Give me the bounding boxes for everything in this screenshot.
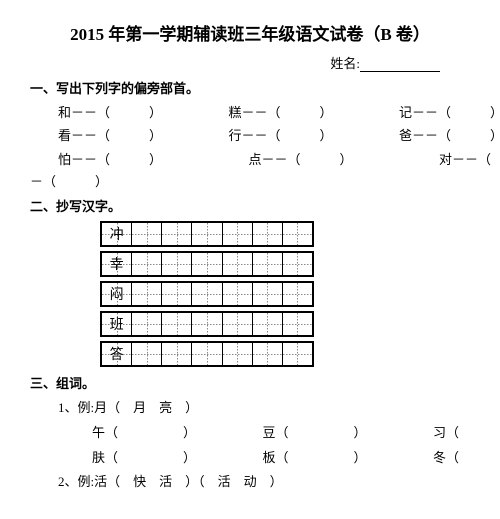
grid-cell[interactable] — [283, 313, 312, 335]
q1-row: 怕－－（ ） 点－－（ ） 对－－（ ） 板－－ — [58, 148, 470, 171]
grid-cell[interactable] — [253, 223, 283, 245]
grid-cell[interactable] — [132, 343, 162, 365]
grid-cell[interactable] — [162, 283, 192, 305]
grid-cell[interactable] — [192, 343, 222, 365]
q3-row: 午（ ） 豆（ ） 习（ ） — [58, 421, 470, 446]
q3-item[interactable]: 午（ ） — [92, 421, 196, 446]
grid-cell[interactable]: 冲 — [102, 223, 132, 245]
grid-cell[interactable] — [223, 283, 253, 305]
grid-cell[interactable] — [283, 283, 312, 305]
grid-row[interactable]: 冲 — [100, 221, 314, 247]
q3-body: 1、例:月（ 月 亮 ） 午（ ） 豆（ ） 习（ ） 肤（ ） 板（ ） 冬（… — [30, 396, 470, 495]
q3-item[interactable]: 豆（ ） — [263, 421, 367, 446]
grid-cell[interactable] — [253, 343, 283, 365]
q3-item[interactable]: 习（ ） — [433, 421, 500, 446]
grid-cell[interactable] — [132, 283, 162, 305]
grid-cell[interactable] — [132, 313, 162, 335]
q3-row: 肤（ ） 板（ ） 冬（ ） — [58, 446, 470, 471]
name-line: 姓名: — [30, 53, 470, 72]
q1-item[interactable]: 糕－－（ ） — [229, 101, 333, 124]
q1-head: 一、写出下列字的偏旁部首。 — [30, 78, 470, 97]
q1-row: 看－－（ ） 行－－（ ） 爸－－（ ） 那－－（ ） — [58, 124, 470, 147]
grid-row[interactable]: 答 — [100, 341, 314, 367]
grid-cell[interactable] — [253, 313, 283, 335]
q1-item[interactable]: 记－－（ ） — [399, 101, 500, 124]
grid-cell[interactable] — [223, 313, 253, 335]
q1-row: 和－－（ ） 糕－－（ ） 记－－（ ） 路－－（ ） — [58, 101, 470, 124]
grid-char: 班 — [102, 313, 131, 335]
grid-cell[interactable]: 闷 — [102, 283, 132, 305]
grid-cell[interactable] — [223, 223, 253, 245]
q2-head: 二、抄写汉字。 — [30, 196, 470, 215]
q1-item[interactable]: 爸－－（ ） — [399, 124, 500, 147]
grid-cell[interactable] — [253, 283, 283, 305]
name-label: 姓名: — [330, 56, 360, 71]
q1-tail[interactable]: －（ ） — [30, 171, 470, 190]
grid-cell[interactable] — [192, 223, 222, 245]
grid-char: 冲 — [102, 223, 131, 245]
grid-cell[interactable] — [162, 223, 192, 245]
grid-cell[interactable] — [283, 223, 312, 245]
grid-row[interactable]: 班 — [100, 311, 314, 337]
q3-item[interactable]: 冬（ ） — [433, 446, 500, 471]
grid-char: 答 — [102, 343, 131, 365]
q2-grid: 冲幸闷班答 — [30, 221, 470, 367]
q3-item[interactable]: 肤（ ） — [92, 446, 196, 471]
grid-cell[interactable] — [283, 343, 312, 365]
grid-cell[interactable] — [283, 253, 312, 275]
grid-cell[interactable] — [132, 253, 162, 275]
grid-row[interactable]: 闷 — [100, 281, 314, 307]
grid-cell[interactable] — [162, 313, 192, 335]
grid-cell[interactable] — [192, 253, 222, 275]
grid-cell[interactable]: 答 — [102, 343, 132, 365]
grid-cell[interactable]: 班 — [102, 313, 132, 335]
grid-cell[interactable] — [162, 343, 192, 365]
q1-item[interactable]: 点－－（ ） — [249, 148, 353, 171]
grid-cell[interactable] — [253, 253, 283, 275]
q3-ex2-label: 2、例:活（ 快 活 ）（ 活 动 ） — [58, 470, 470, 495]
q3-item[interactable]: 板（ ） — [263, 446, 367, 471]
q1-body: 和－－（ ） 糕－－（ ） 记－－（ ） 路－－（ ） 看－－（ ） 行－－（ … — [30, 101, 470, 171]
grid-cell[interactable] — [132, 223, 162, 245]
q3-head: 三、组词。 — [30, 373, 470, 392]
grid-cell[interactable] — [192, 283, 222, 305]
q1-item[interactable]: 怕－－（ ） — [58, 148, 162, 171]
grid-cell[interactable] — [192, 313, 222, 335]
grid-cell[interactable] — [162, 253, 192, 275]
q1-item[interactable]: 看－－（ ） — [58, 124, 162, 147]
q1-item[interactable]: 和－－（ ） — [58, 101, 162, 124]
name-blank[interactable] — [360, 71, 440, 72]
grid-row[interactable]: 幸 — [100, 251, 314, 277]
grid-cell[interactable] — [223, 253, 253, 275]
page-title: 2015 年第一学期辅读班三年级语文试卷（B 卷） — [30, 20, 470, 45]
grid-char: 闷 — [102, 283, 131, 305]
q3-ex1-label: 1、例:月（ 月 亮 ） — [58, 396, 470, 421]
grid-cell[interactable] — [223, 343, 253, 365]
q1-item[interactable]: 行－－（ ） — [229, 124, 333, 147]
q1-item[interactable]: 对－－（ ） — [439, 148, 500, 171]
grid-cell[interactable]: 幸 — [102, 253, 132, 275]
grid-char: 幸 — [102, 253, 131, 275]
